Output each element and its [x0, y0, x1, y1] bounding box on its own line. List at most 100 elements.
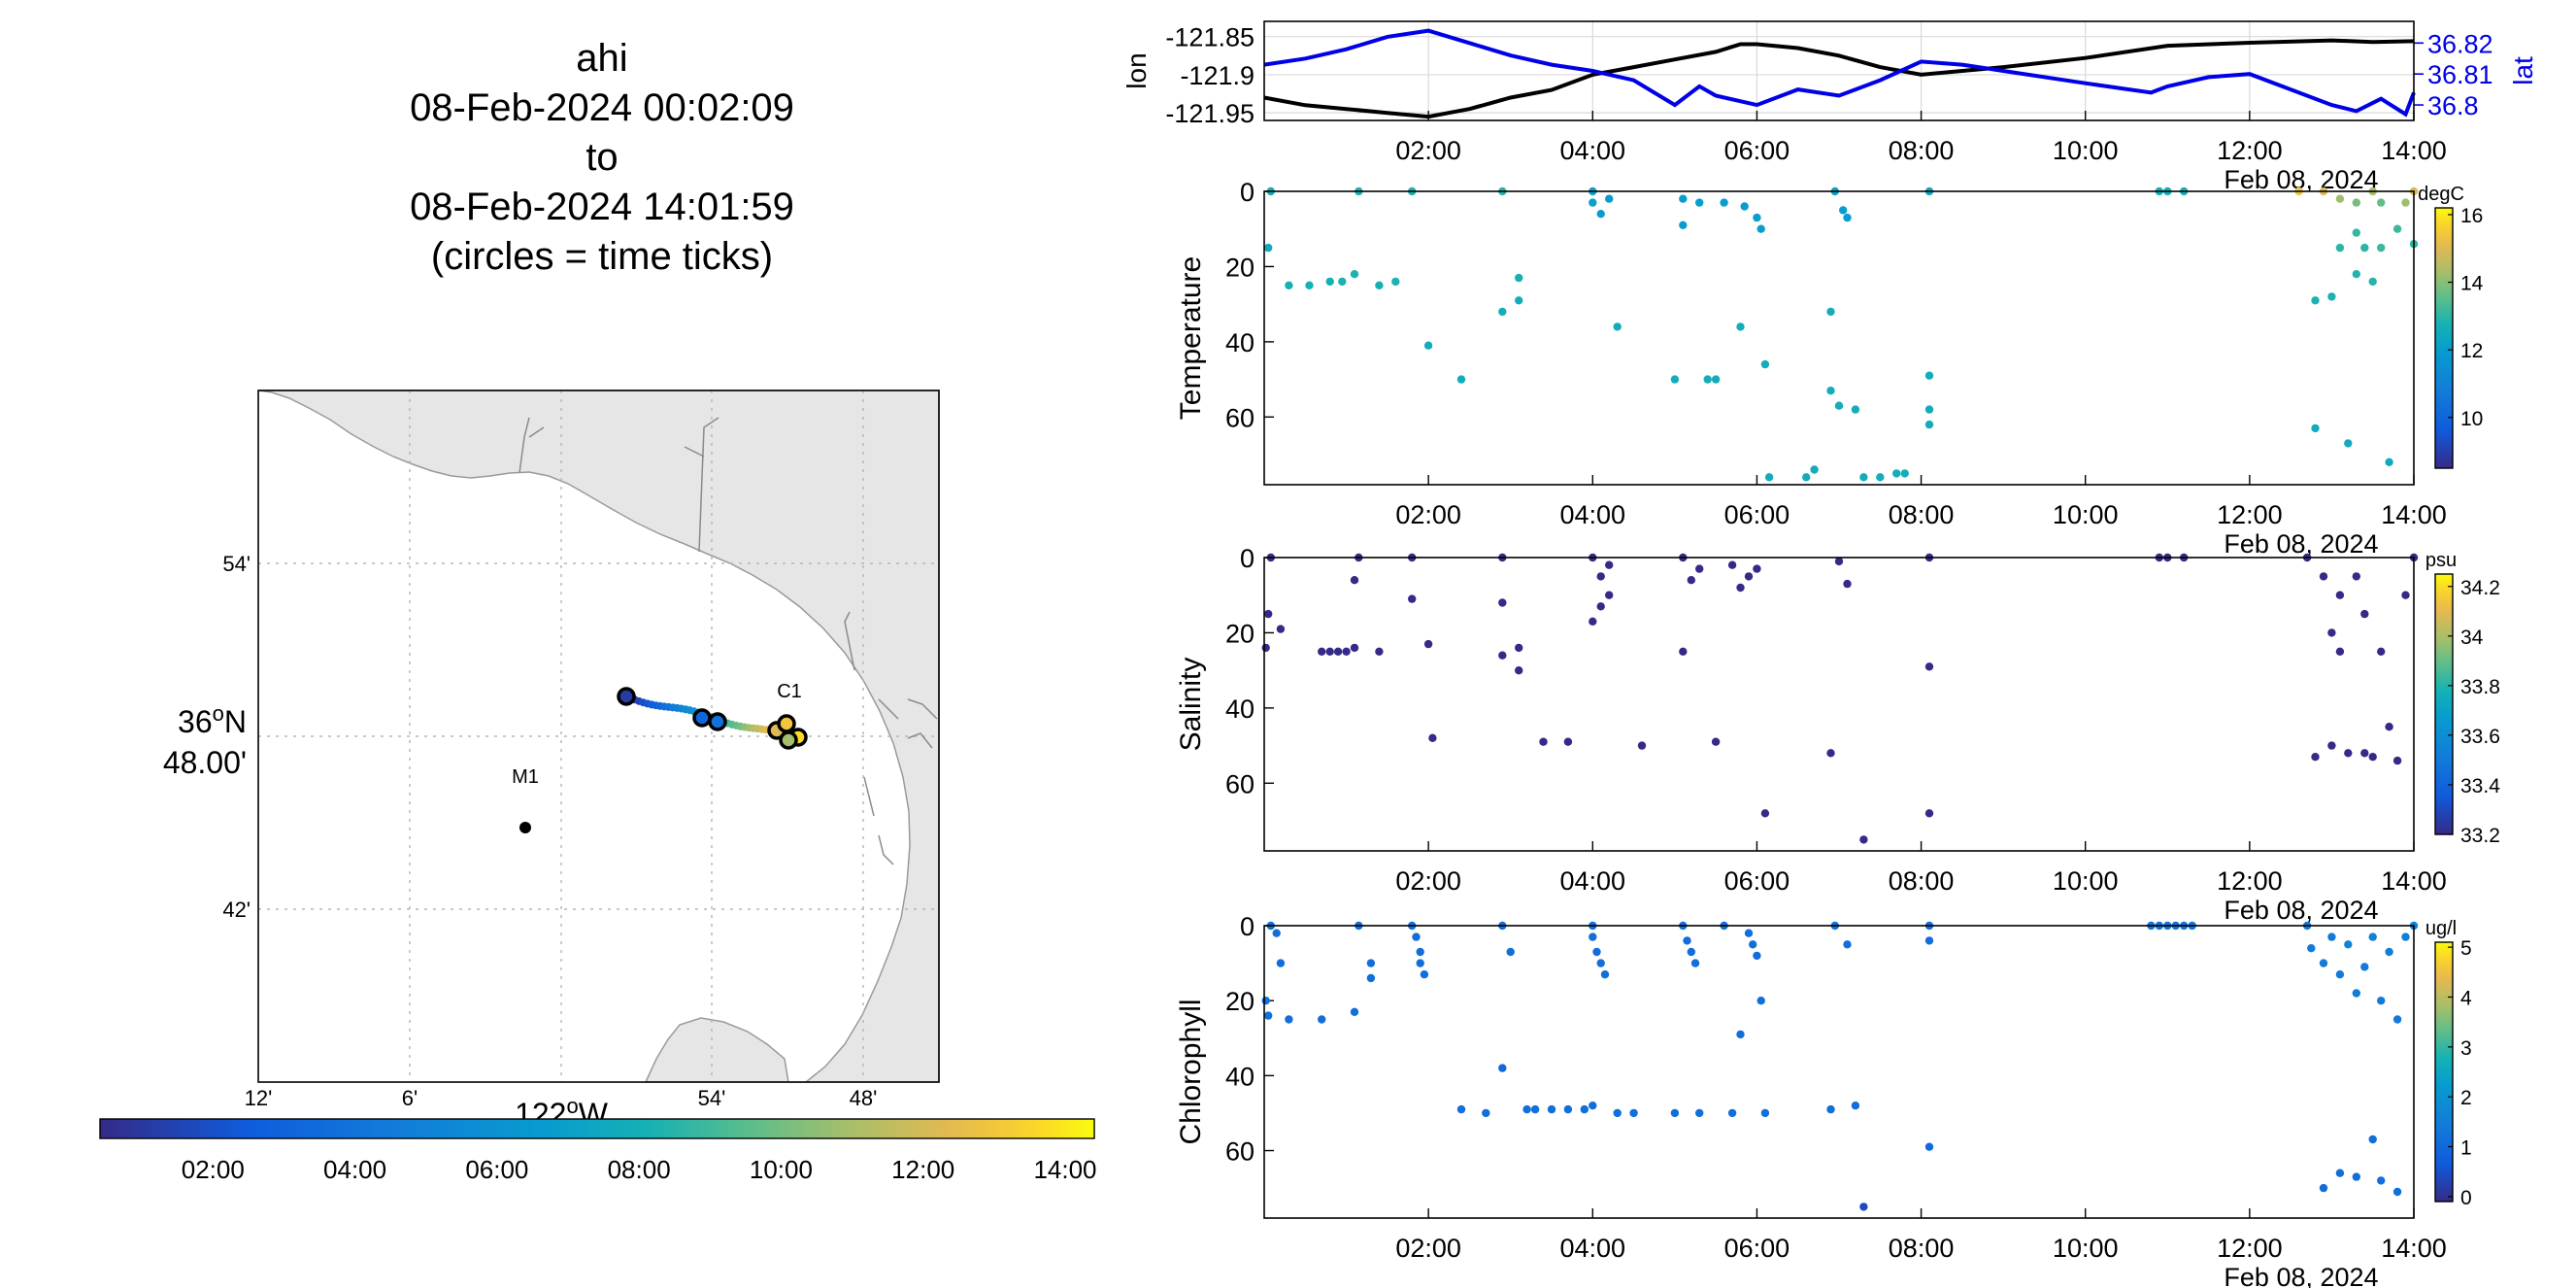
data-point: [2368, 277, 2377, 287]
data-point: [2319, 1183, 2328, 1193]
data-point: [1736, 583, 1745, 593]
data-point: [1515, 643, 1523, 653]
data-point: [2311, 753, 2320, 762]
x-tick-label: 08:00: [1889, 1234, 1955, 1263]
colorbar-tick-label: 3: [2460, 1037, 2472, 1060]
x-tick-label: 10:00: [2053, 500, 2119, 529]
x-tick-label: 12:00: [2217, 866, 2283, 896]
map-frame: [257, 390, 940, 1083]
data-point: [2344, 940, 2353, 949]
data-point: [2327, 741, 2336, 750]
time-colorbar-tick-label: 04:00: [323, 1155, 386, 1184]
data-point: [1839, 206, 1848, 215]
data-point: [1515, 666, 1523, 675]
data-point: [1637, 741, 1647, 750]
time-colorbar-tick-label: 06:00: [465, 1155, 528, 1184]
time-tick-circle: [617, 687, 636, 706]
colorbar-unit: psu: [2425, 550, 2457, 571]
data-point: [1547, 1104, 1556, 1114]
data-point: [1826, 387, 1835, 395]
colorbar-tick-label: 5: [2460, 937, 2472, 960]
data-point: [1629, 1108, 1638, 1118]
data-point: [1600, 970, 1610, 979]
colorbar-tick-label: 0: [2460, 1187, 2472, 1209]
data-point: [1366, 973, 1376, 983]
y-tick-label: 0: [1240, 544, 1255, 573]
data-point: [2377, 647, 2386, 656]
data-point: [1515, 296, 1523, 305]
data-point: [1342, 647, 1351, 656]
colorbar-tick-label: 33.2: [2460, 825, 2500, 847]
y-tick-label: 20: [1225, 253, 1255, 282]
y-axis-label: Chlorophyll: [1175, 999, 1207, 1144]
time-colorbar-tick-label: 08:00: [608, 1155, 671, 1184]
data-point: [1924, 936, 1934, 945]
data-point: [2327, 932, 2336, 941]
data-point: [1261, 997, 1270, 1005]
data-point: [1736, 1030, 1745, 1039]
data-point: [2401, 198, 2410, 207]
map-lon-ticks: 12' 6' 54' 48': [245, 1086, 878, 1110]
data-point: [1318, 647, 1326, 656]
data-point: [1605, 591, 1614, 599]
data-point: [2392, 1187, 2402, 1197]
x-tick-label: 06:00: [1724, 500, 1790, 529]
data-point: [1456, 375, 1466, 384]
data-point: [1834, 401, 1844, 410]
date-label: Feb 08, 2024: [2224, 1263, 2378, 1288]
data-point: [1711, 737, 1721, 746]
data-point: [1428, 733, 1437, 742]
data-point: [1756, 224, 1765, 233]
data-point: [1744, 572, 1754, 581]
data-point: [1695, 564, 1704, 573]
data-point: [1720, 198, 1728, 207]
data-point: [1843, 213, 1852, 222]
data-point: [1605, 194, 1614, 203]
station-m1-label: M1: [512, 766, 539, 788]
lat-axis-label: lat: [2508, 56, 2538, 85]
x-tick-label: 08:00: [1889, 136, 1955, 165]
lat-tick-label: 36.8: [2427, 91, 2479, 120]
data-point: [1261, 643, 1270, 653]
lon-axis-label: lon: [1121, 52, 1152, 88]
data-point: [2311, 424, 2320, 433]
time-colorbar: 02:00 04:00 06:00 08:00 10:00 12:00 14:00: [99, 1118, 1097, 1184]
data-point: [1350, 1007, 1359, 1017]
data-point: [2368, 753, 2377, 762]
colorbar-tick-label: 12: [2460, 340, 2483, 362]
data-point: [2385, 723, 2393, 731]
data-point: [2360, 963, 2369, 971]
data-point: [1596, 572, 1605, 581]
plot-title: ahi 08-Feb-2024 00:02:09 to 08-Feb-2024 …: [0, 34, 1204, 282]
data-point: [2377, 1176, 2386, 1185]
data-point: [1851, 1102, 1860, 1110]
colorbar-tick-label: 16: [2460, 205, 2483, 227]
temperature-panel: 0 20 40 60 Temperature 02:00 04:00 06:00 08:00 10…: [1175, 178, 2484, 559]
data-point: [2319, 572, 2328, 581]
data-point: [1589, 617, 1597, 626]
data-point: [1740, 202, 1749, 211]
station-m1-marker: [519, 822, 531, 833]
data-point: [1670, 1108, 1680, 1118]
data-point: [2401, 932, 2410, 941]
x-tick-label: 04:00: [1559, 1234, 1625, 1263]
x-tick-label: 10:00: [2053, 866, 2119, 896]
x-tick-label: 06:00: [1724, 136, 1790, 165]
lat-center-label: 36oN: [178, 701, 247, 739]
data-point: [2311, 296, 2320, 305]
y-tick-label: 60: [1225, 1137, 1255, 1167]
map-lat-ticks: 54' 42': [222, 552, 251, 922]
data-point: [2352, 270, 2360, 279]
lat-center-minutes: 48.00': [163, 745, 247, 780]
y-tick-label: 40: [1225, 328, 1255, 357]
station-c1-label: C1: [777, 681, 802, 702]
lon-tick-label: 48': [850, 1086, 878, 1110]
date-label: Feb 08, 2024: [2224, 896, 2378, 925]
data-point: [1613, 322, 1622, 331]
x-tick-label: 08:00: [1889, 866, 1955, 896]
data-point: [2385, 947, 2393, 957]
data-point: [1892, 469, 1901, 478]
